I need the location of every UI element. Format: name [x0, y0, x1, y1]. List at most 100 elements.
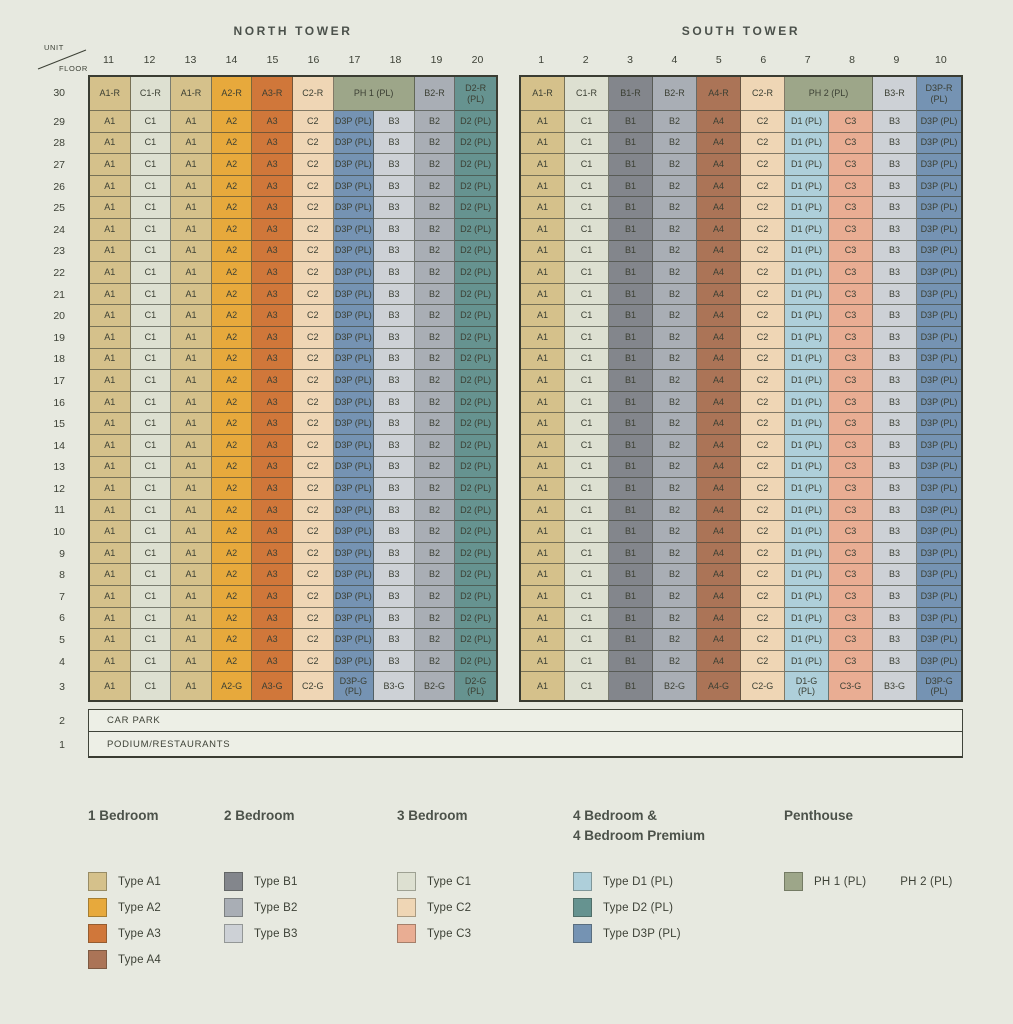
unit-cell: C1: [565, 391, 609, 414]
unit-cell: B3: [873, 348, 917, 371]
south-tower-row: A1 C1 B1 B2 A4 C2 D1 (PL) C3 B3 D3P (PL): [519, 175, 963, 198]
unit-cell: A3: [252, 262, 293, 284]
unit-cell: D3P (PL): [333, 607, 375, 630]
unit-cell: A1: [90, 542, 131, 565]
unit-cell: B1: [609, 111, 653, 133]
floor-number-label: 15: [53, 418, 65, 431]
floor-number-label: 3: [59, 681, 65, 694]
north-tower-row: A1 C1 A1 A2 A3 C2 D3P (PL) B3 B2 D2 (PL): [88, 240, 498, 263]
south-tower-row: A1 C1 B1 B2 A4 C2 D1 (PL) C3 B3 D3P (PL): [519, 370, 963, 392]
north-tower-row: A1 C1 A1 A2 A3 C2 D3P (PL) B3 B2 D2 (PL): [88, 326, 498, 349]
north-tower-row: A1 C1 A1 A2 A3 C2 D3P (PL) B3 B2 D2 (PL): [88, 434, 498, 457]
unit-cell: C2: [741, 607, 785, 630]
unit-cell: A1: [521, 197, 565, 219]
unit-cell: C1: [565, 650, 609, 673]
legend-item: Type B3: [224, 924, 298, 943]
unit-cell: D1 (PL): [785, 348, 829, 371]
unit-cell: D1 (PL): [785, 586, 829, 608]
legend-item-label: Type C2: [427, 901, 472, 914]
unit-cell: C1: [130, 305, 172, 327]
unit-cell: D3P (PL): [333, 348, 375, 371]
unit-cell: B2: [653, 478, 697, 500]
axis-corner-label: UNIT FLOOR: [32, 43, 94, 73]
unit-cell: A1: [521, 672, 565, 701]
unit-cell: B1: [609, 348, 653, 371]
legend-swatch: [88, 924, 107, 943]
unit-cell: A2: [211, 305, 253, 327]
unit-cell: A1: [171, 542, 212, 565]
unit-cell: C3: [829, 607, 873, 630]
floor-axis-label: FLOOR: [59, 64, 88, 73]
unit-cell: B1: [609, 607, 653, 630]
unit-cell: D2 (PL): [455, 564, 496, 587]
unit-cell: A3: [252, 434, 293, 457]
unit-cell: B2: [653, 456, 697, 479]
north-tower-row: A1 C1 A1 A2 A3 C2 D3P (PL) B3 B2 D2 (PL): [88, 478, 498, 500]
legend-swatch: [397, 872, 416, 891]
tower-gap: [498, 500, 519, 522]
north-tower-row: A1 C1 A1 A2 A3 C2 D3P (PL) B3 B2 D2 (PL): [88, 154, 498, 176]
unit-cell: A1: [171, 154, 212, 176]
unit-cell: B3: [873, 370, 917, 392]
unit-column-header: 17: [348, 54, 361, 66]
unit-cell: D1 (PL): [785, 240, 829, 263]
unit-cell: D2 (PL): [455, 542, 496, 565]
floor-row: 16 A1 C1 A1 A2 A3 C2 D3P (PL) B3 B2 D2 (PL) A1 C1 B1 B…: [0, 391, 963, 414]
unit-cell: D3P (PL): [917, 607, 961, 630]
unit-cell: B2: [653, 650, 697, 673]
unit-cell: A1-R: [521, 77, 565, 111]
unit-cell: A1: [521, 478, 565, 500]
south-unit-header: 1 2 3 4 5 6 7 8 9 10: [519, 54, 963, 68]
unit-cell: B3: [374, 111, 415, 133]
unit-cell: B2: [653, 391, 697, 414]
unit-cell: B3: [873, 629, 917, 651]
legend-swatch: [88, 898, 107, 917]
unit-cell: D2 (PL): [455, 370, 496, 392]
unit-cell: A1: [90, 456, 131, 479]
unit-cell: A4: [697, 521, 741, 543]
unit-cell: A1: [90, 629, 131, 651]
unit-cell: B2: [414, 413, 456, 435]
unit-cell: B2: [414, 240, 456, 263]
unit-cell: D1 (PL): [785, 456, 829, 479]
unit-cell: A3: [252, 348, 293, 371]
unit-cell: C1-R: [565, 77, 609, 111]
unit-cell: D2 (PL): [455, 326, 496, 349]
unit-cell: D3P (PL): [333, 650, 375, 673]
unit-cell: D3P (PL): [917, 629, 961, 651]
unit-cell: A1: [521, 586, 565, 608]
unit-cell: B1: [609, 262, 653, 284]
legend-section-title: 2 Bedroom: [224, 808, 295, 823]
unit-column-header: 6: [760, 54, 767, 66]
unit-cell: A2: [211, 391, 253, 414]
unit-cell: A3: [252, 542, 293, 565]
unit-cell: B3: [374, 478, 415, 500]
unit-cell: B2: [414, 607, 456, 630]
unit-cell: C3: [829, 456, 873, 479]
unit-cell: A2: [211, 521, 253, 543]
unit-cell: A3: [252, 478, 293, 500]
unit-cell: C3: [829, 370, 873, 392]
unit-cell: D3P (PL): [917, 456, 961, 479]
legend-item: Type A4: [88, 950, 161, 969]
unit-cell: B2: [414, 154, 456, 176]
unit-cell: A3: [252, 132, 293, 155]
unit-column-header: 11: [103, 54, 114, 66]
unit-cell: C1: [130, 283, 172, 306]
unit-cell: C2: [292, 283, 334, 306]
south-tower-row: A1 C1 B1 B2 A4 C2 D1 (PL) C3 B3 D3P (PL): [519, 629, 963, 651]
south-tower-row: A1 C1 B1 B2 A4 C2 D1 (PL) C3 B3 D3P (PL): [519, 499, 963, 522]
unit-cell: D3P (PL): [333, 218, 375, 241]
floor-number-label: 22: [53, 266, 65, 279]
unit-cell: C1: [565, 154, 609, 176]
unit-cell: A3: [252, 218, 293, 241]
unit-cell: D3P (PL): [333, 434, 375, 457]
tower-gap: [498, 75, 519, 111]
tower-gap: [498, 651, 519, 673]
unit-cell: B3: [873, 434, 917, 457]
unit-cell: A1: [171, 262, 212, 284]
unit-cell: C1: [130, 456, 172, 479]
north-tower-title: NORTH TOWER: [233, 24, 353, 38]
unit-cell: C1: [130, 521, 172, 543]
